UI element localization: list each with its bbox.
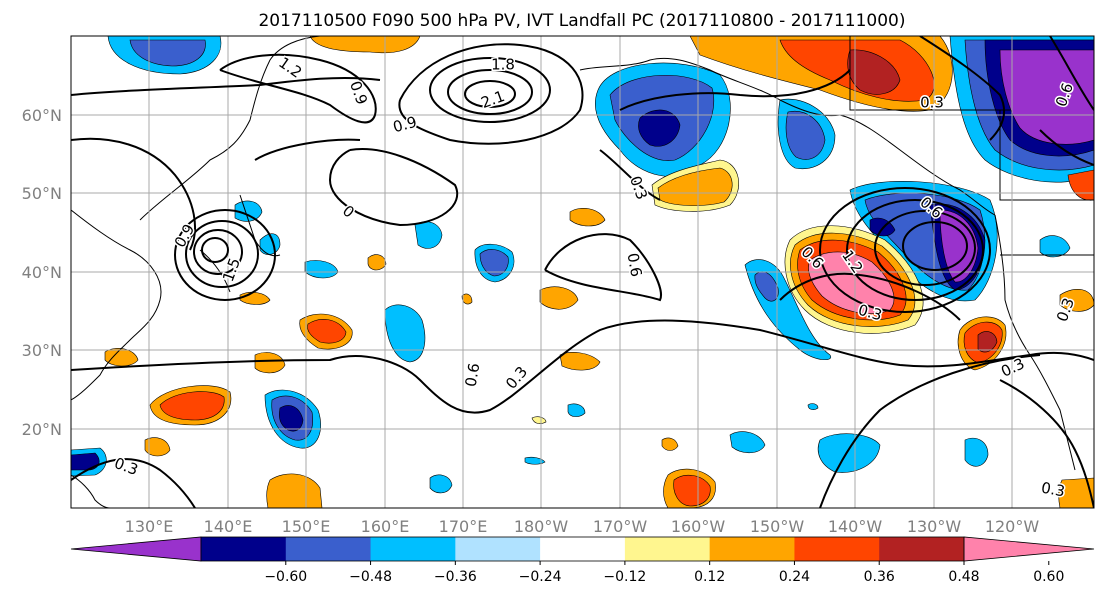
map-frame	[70, 35, 1095, 509]
colorbar-segment	[624, 537, 711, 561]
lat-tick-label: 40°N	[22, 263, 62, 282]
latitude-tick-labels: 60°N 50°N 40°N 30°N 20°N	[22, 106, 62, 439]
colorbar-tick-label: 0.36	[864, 569, 895, 585]
map-panel: 1.20.90.91.82.10.30.91.500.60.6 0.30.30.6…	[71, 36, 1094, 508]
lat-tick-label: 50°N	[22, 184, 62, 203]
graticule	[71, 36, 1094, 508]
lon-tick-label: 180°W	[514, 517, 569, 536]
lon-tick-label: 160°W	[671, 517, 726, 536]
lon-tick-label: 130°W	[907, 517, 962, 536]
contour-label: 1.8	[491, 56, 515, 74]
lon-tick-label: 150°E	[282, 517, 331, 536]
lat-tick-label: 30°N	[22, 341, 62, 360]
lon-tick-label: 150°W	[750, 517, 805, 536]
colorbar-segment	[794, 537, 880, 561]
colorbar-segment	[709, 537, 795, 561]
contour-label: 0.6	[624, 252, 646, 279]
colorbar-segment	[370, 537, 456, 561]
colorbar-tick-label: −0.36	[434, 569, 477, 585]
colorbar: −0.60 −0.48 −0.36 −0.24 −0.12 0.12 0.24 0.36 0.4…	[70, 536, 1095, 585]
lon-tick-label: 140°W	[828, 517, 883, 536]
colorbar-segment	[879, 537, 965, 561]
lon-tick-label: 170°W	[593, 517, 648, 536]
figure-title: 2017110500 F090 500 hPa PV, IVT Landfall…	[258, 11, 905, 31]
colorbar-segment	[285, 537, 372, 561]
lon-tick-label: 160°E	[361, 517, 410, 536]
colorbar-segment	[201, 537, 287, 561]
lat-tick-label: 20°N	[22, 420, 62, 439]
colorbar-extend-high	[963, 536, 1095, 562]
lon-tick-label: 140°E	[204, 517, 253, 536]
colorbar-segment	[540, 537, 626, 561]
colorbar-tick-label: 0.24	[779, 569, 810, 585]
colorbar-frame	[200, 536, 965, 562]
lon-tick-label: 130°E	[125, 517, 174, 536]
colorbar-segment	[455, 537, 541, 561]
colorbar-tick-label: 0.60	[1033, 569, 1064, 585]
lon-tick-label: 120°W	[985, 517, 1040, 536]
colorbar-tick-label: −0.12	[603, 569, 646, 585]
colorbar-tick-label: 0.48	[948, 569, 979, 585]
longitude-tick-labels: 130°E 140°E 150°E 160°E 170°E 180°W 170°…	[125, 517, 1040, 536]
colorbar-tick-label: 0.12	[694, 569, 725, 585]
colorbar-tick-label: −0.48	[349, 569, 392, 585]
colorbar-tick-label: −0.60	[264, 569, 307, 585]
lat-tick-label: 60°N	[22, 106, 62, 125]
pv-contours	[71, 36, 1094, 508]
contour-label: 0.3	[920, 94, 944, 112]
lon-tick-label: 170°E	[439, 517, 488, 536]
colorbar-extend-low	[70, 536, 202, 562]
colorbar-tick-label: −0.24	[519, 569, 562, 585]
